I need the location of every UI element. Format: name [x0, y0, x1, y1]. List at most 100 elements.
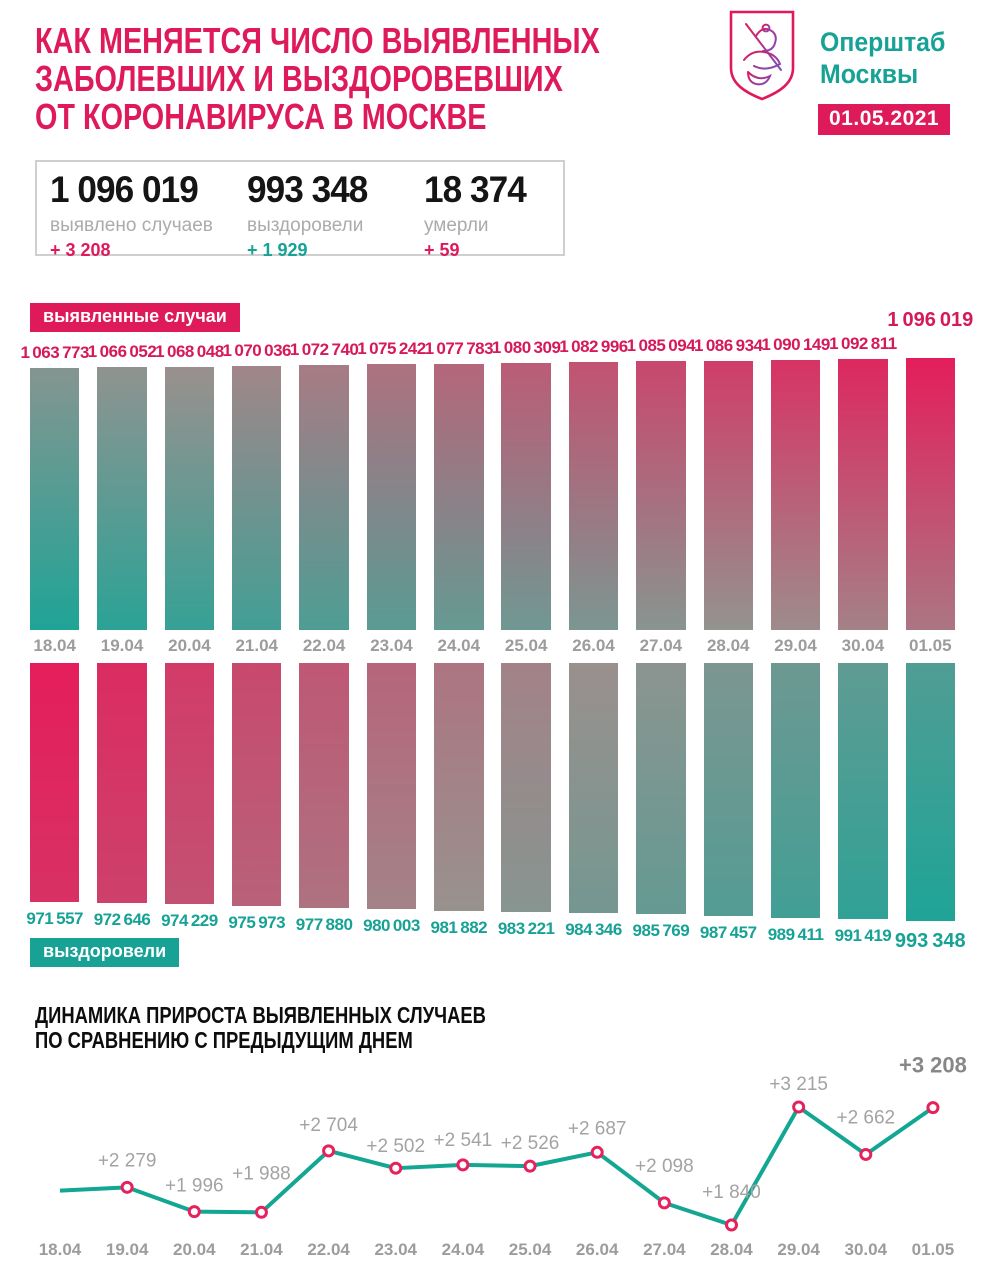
line-chart-date-label: 18.04 [39, 1240, 82, 1259]
detected-cases-value-label: 1 070 036 [222, 341, 292, 361]
detected-cases-bar [232, 366, 282, 630]
detected-cases-bar [97, 367, 147, 630]
line-point-label: +2 687 [568, 1118, 627, 1139]
line-point-label: +3 208 [899, 1053, 967, 1078]
line-point-label: +1 840 [702, 1182, 761, 1203]
recovered-bar [97, 663, 147, 903]
legend-recovered: выздоровели [30, 938, 180, 967]
line-point-marker [657, 1196, 671, 1210]
line-chart-date-label: 21.04 [240, 1240, 283, 1259]
line-chart-date-label: 01.05 [912, 1240, 955, 1259]
line-point-marker [254, 1205, 268, 1219]
recovered-value-label: 984 346 [565, 920, 622, 940]
line-chart-date-label: 29.04 [777, 1240, 820, 1259]
line-point-label: +1 996 [165, 1176, 224, 1197]
detected-cases-value-label: 1 092 811 [829, 334, 897, 353]
recovered-bar [838, 663, 888, 920]
recovered-bar [30, 663, 80, 902]
detected-cases-value-label: 1 096 019 [887, 309, 974, 331]
line-chart-title: ДИНАМИКА ПРИРОСТА ВЫЯВЛЕННЫХ СЛУЧАЕВ ПО … [35, 1003, 486, 1053]
line-point-marker [725, 1218, 738, 1232]
line-point-marker [859, 1147, 873, 1161]
detected-cases-bar [30, 368, 80, 630]
line-point-label: +1 988 [232, 1163, 291, 1184]
summary-stats-box: 1 096 019 выявлено случаев + 3 208 993 3… [35, 160, 565, 260]
recovered-bar [568, 663, 619, 914]
detected-cases-value-label: 1 068 048 [155, 341, 224, 361]
line-chart-title-line: ДИНАМИКА ПРИРОСТА ВЫЯВЛЕННЫХ СЛУЧАЕВ [35, 1002, 486, 1028]
detected-cases-value-label: 1 063 773 [20, 343, 89, 362]
detected-cases-value-label: 1 090 149 [761, 334, 830, 354]
recovered-bar [770, 663, 821, 918]
detected-cases-bar [703, 360, 753, 630]
detected-cases-bar [164, 366, 215, 630]
recovered-value-label: 972 646 [93, 909, 151, 929]
line-chart-date-label: 26.04 [576, 1240, 619, 1259]
page-title: КАК МЕНЯЕТСЯ ЧИСЛО ВЫЯВЛЕННЫХ ЗАБОЛЕВШИХ… [35, 22, 600, 136]
detected-cases-value-label: 1 066 052 [87, 342, 157, 362]
line-point-marker [523, 1159, 537, 1173]
line-chart-date-label: 19.04 [106, 1240, 149, 1259]
line-point-marker [389, 1161, 403, 1175]
bar-chart-date-label: 23.04 [370, 636, 413, 655]
line-point-label: +2 541 [434, 1130, 493, 1151]
recovered-bar [299, 663, 349, 908]
recovered-value-label: 983 221 [497, 919, 555, 939]
bar-chart-date-label: 30.04 [841, 636, 885, 655]
recovered-value-label: 981 882 [430, 918, 488, 937]
line-chart-title-line: ПО СРАВНЕНИЮ С ПРЕДЫДУЩИМ ДНЕМ [35, 1027, 413, 1053]
line-chart-date-label: 23.04 [374, 1240, 417, 1259]
bar-chart-date-axis: 18.04 19.04 20.04 21.04 22.04 23.04 24.04 25.04… [30, 636, 955, 660]
line-point-marker [187, 1205, 201, 1219]
line-chart-date-label: 24.04 [442, 1240, 485, 1259]
line-chart-date-label: 25.04 [509, 1240, 552, 1259]
coat-of-arms-icon [729, 10, 795, 101]
stat-recovered: 993 348 выздоровели + 1 929 [247, 169, 374, 261]
bar-chart-date-label: 29.04 [774, 636, 817, 655]
stat-deaths: 18 374 умерли + 59 [424, 169, 531, 261]
recovered-value-label: 991 419 [834, 926, 892, 946]
recovered-value-label: 985 769 [632, 921, 690, 941]
page-title-line: ЗАБОЛЕВШИХ И ВЫЗДОРОВЕВШИХ [35, 58, 563, 99]
date-badge: 01.05.2021 [818, 104, 951, 135]
recovered-bar [905, 663, 955, 921]
org-name: Оперштаб Москвы [820, 26, 945, 90]
line-point-label: +2 502 [366, 1136, 425, 1157]
stat-delta: + 1 929 [247, 240, 308, 260]
stat-label: выявлено случаев [50, 215, 213, 236]
line-point-marker [926, 1101, 940, 1115]
line-point-label: +3 215 [769, 1074, 828, 1095]
line-point-marker [590, 1145, 604, 1159]
detected-cases-value-label: 1 086 934 [693, 335, 763, 355]
detected-cases-bar-chart: 1 063 773 1 066 052 1 068 048 1 070 036 1 07… [20, 309, 973, 630]
detected-cases-value-label: 1 075 242 [357, 339, 426, 359]
daily-increase-line [59, 1105, 935, 1227]
recovered-value-label: 974 229 [161, 911, 218, 931]
bar-chart-date-label: 01.05 [909, 636, 952, 655]
recovered-value-label: 993 348 [894, 930, 966, 952]
detected-cases-bar [636, 361, 686, 630]
bar-chart-date-label: 28.04 [706, 636, 750, 655]
bar-chart-date-label: 24.04 [437, 636, 481, 655]
line-point-marker [120, 1180, 134, 1194]
line-point-marker [456, 1158, 470, 1172]
stat-label: умерли [424, 215, 489, 236]
detected-cases-bar [905, 358, 955, 630]
recovered-value-label: 987 457 [699, 922, 757, 942]
legend-detected-cases: выявленные случаи [30, 303, 240, 332]
line-point-label: +2 526 [501, 1133, 560, 1154]
bar-chart-date-label: 27.04 [639, 636, 683, 655]
detected-cases-bar [568, 362, 619, 630]
stat-delta: + 59 [424, 240, 460, 260]
recovered-bar [703, 663, 753, 916]
recovered-value-label: 989 411 [767, 924, 824, 944]
recovered-value-label: 975 973 [228, 912, 286, 932]
stat-detected: 1 096 019 выявлено случаев + 3 208 [50, 169, 213, 261]
bar-chart-date-label: 18.04 [33, 636, 76, 655]
line-point-marker [322, 1144, 336, 1158]
line-chart-date-label: 28.04 [710, 1240, 753, 1259]
detected-cases-bar [838, 358, 888, 630]
daily-increase-line-chart: 18.04 +2 279 19.04 +1 996 20.04 +1 988 21.04 +2… [0, 1040, 985, 1280]
stat-value: 1 096 019 [50, 169, 199, 210]
detected-cases-value-label: 1 085 094 [626, 336, 696, 356]
